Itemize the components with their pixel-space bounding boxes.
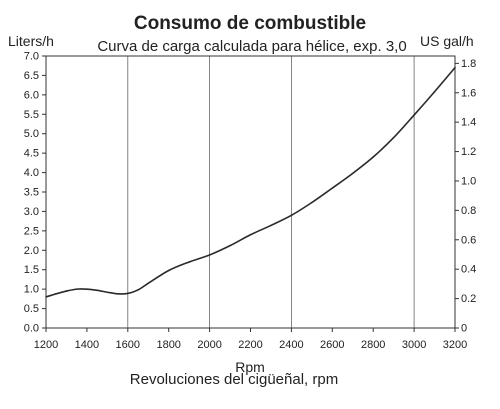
right-tick-label: 0.8 (461, 205, 476, 217)
left-tick-label: 0.5 (24, 303, 39, 315)
x-tick-label: 2400 (279, 339, 303, 351)
left-tick-label: 6.5 (24, 70, 39, 82)
left-tick-label: 2.0 (24, 245, 39, 257)
x-tick-label: 2000 (197, 339, 221, 351)
chart-subtitle: Curva de carga calculada para hélice, ex… (97, 38, 406, 55)
data-point (106, 291, 109, 294)
data-point (208, 254, 211, 256)
left-tick-label: 7.0 (24, 51, 39, 63)
data-point (167, 269, 170, 272)
gridlines (127, 56, 415, 328)
data-point (311, 201, 313, 204)
data-point (96, 289, 98, 292)
data-point (270, 224, 272, 227)
x-axis-label: Rpm (235, 359, 265, 375)
left-axis-ticks: 0.0 0.5 1.0 1.5 2.0 2.5 3.0 3.5 4.0 4.5 5.0 5.5 6.0 6… (24, 51, 46, 335)
left-tick-label: 1.5 (24, 264, 39, 276)
right-tick-label: 1.8 (461, 58, 476, 70)
fuel-consumption-line (45, 67, 456, 298)
data-point (137, 289, 139, 291)
data-point (249, 233, 252, 236)
data-point (433, 90, 436, 93)
x-tick-label: 3200 (443, 339, 467, 351)
x-axis-description: Revoluciones del cigüeñal, rpm (130, 371, 338, 388)
data-point (86, 288, 88, 290)
data-point (127, 292, 129, 295)
x-tick-label: 3000 (402, 339, 426, 351)
data-point (55, 293, 58, 295)
x-axis-ticks: 1200 1400 1600 1800 2000 2200 2400 2600 2800 3000… (34, 328, 467, 351)
x-tick-label: 1800 (156, 339, 180, 351)
x-tick-label: 2800 (361, 339, 385, 351)
left-axis-unit-label: Liters/h (8, 33, 54, 49)
right-tick-label: 1.4 (461, 117, 476, 129)
data-point (351, 172, 354, 175)
plot-frame (45, 55, 456, 329)
left-tick-label: 2.5 (24, 225, 39, 237)
right-tick-label: 1.2 (461, 146, 476, 158)
right-tick-label: 1.6 (461, 87, 476, 99)
data-points (45, 66, 456, 298)
data-point (188, 261, 190, 263)
right-tick-label: 1.0 (461, 175, 476, 187)
x-tick-label: 2600 (320, 339, 344, 351)
data-point (290, 214, 293, 217)
data-point (116, 293, 119, 295)
data-point (229, 244, 231, 247)
data-point (147, 282, 150, 285)
left-tick-label: 1.0 (24, 284, 39, 296)
right-tick-label: 0.2 (461, 293, 476, 305)
x-tick-label: 1200 (34, 339, 58, 351)
x-tick-label: 1400 (75, 339, 99, 351)
x-tick-label: 1600 (116, 339, 140, 351)
left-tick-label: 3.0 (24, 206, 39, 218)
left-tick-label: 5.0 (24, 128, 39, 140)
right-tick-label: 0 (461, 323, 467, 335)
left-tick-label: 0.0 (24, 323, 39, 335)
data-point (413, 114, 415, 116)
left-tick-label: 4.0 (24, 167, 39, 179)
left-tick-label: 5.5 (24, 109, 39, 121)
right-axis-unit-label: US gal/h (420, 33, 474, 49)
left-tick-label: 6.0 (24, 89, 39, 101)
right-tick-label: 0.4 (461, 264, 476, 276)
right-axis-ticks: 0 0.2 0.4 0.6 0.8 1.0 1.2 1.4 1.6 1.8 (455, 58, 476, 335)
data-point (392, 136, 395, 139)
right-tick-label: 0.6 (461, 234, 476, 246)
x-tick-label: 2200 (238, 339, 262, 351)
data-point (75, 288, 78, 290)
left-tick-label: 4.5 (24, 148, 39, 160)
data-point (372, 156, 375, 158)
data-point (331, 187, 334, 189)
chart-title: Consumo de combustible (134, 13, 366, 34)
data-point (45, 296, 47, 298)
left-tick-label: 3.5 (24, 187, 39, 199)
data-point (65, 290, 68, 292)
data-point (454, 66, 456, 69)
